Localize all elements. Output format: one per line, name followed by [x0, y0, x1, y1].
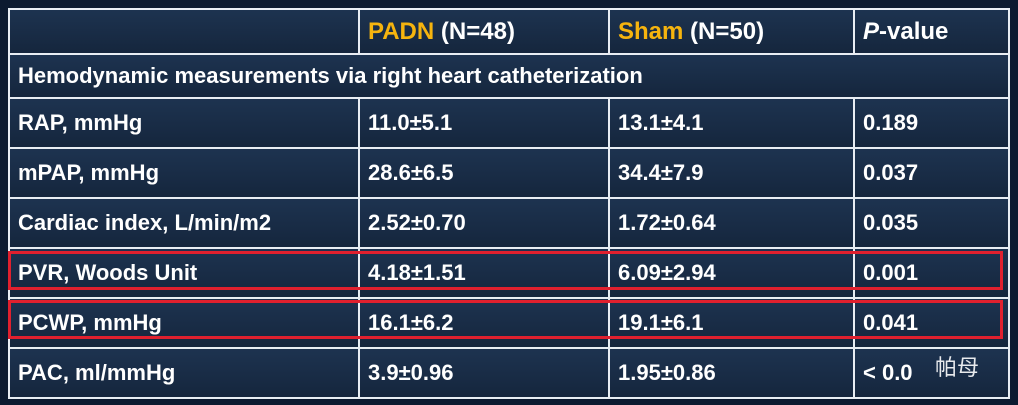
highlight-box — [8, 300, 1003, 339]
table-row: Cardiac index, L/min/m2 2.52±0.70 1.72±0.6… — [8, 197, 1010, 249]
cell: 16.1±6.2 — [358, 297, 610, 349]
cell: 1.72±0.64 — [608, 197, 855, 249]
p-rest: -value — [879, 17, 949, 45]
section-row: Hemodynamic measurements via right heart… — [8, 53, 1010, 99]
cell: 28.6±6.5 — [358, 147, 610, 199]
section-cell: Hemodynamic measurements via right heart… — [8, 53, 1010, 99]
cell: 13.1±4.1 — [608, 97, 855, 149]
group-name: PADN — [368, 17, 435, 45]
data-table: PADN (N=48) Sham (N=50) P-value Hemodyna… — [8, 8, 1010, 399]
table-row: mPAP, mmHg 28.6±6.5 34.4±7.9 0.037 — [8, 147, 1010, 199]
header-cell: Sham (N=50) — [608, 8, 855, 55]
table-row: RAP, mmHg 11.0±5.1 13.1±4.1 0.189 — [8, 97, 1010, 149]
table-row: PCWP, mmHg 16.1±6.2 19.1±6.1 0.041 — [8, 297, 1010, 349]
cell: 2.52±0.70 — [358, 197, 610, 249]
cell: 0.041 — [853, 297, 1010, 349]
cell: 1.95±0.86 — [608, 347, 855, 399]
cell: 3.9±0.96 — [358, 347, 610, 399]
row-label: Cardiac index, L/min/m2 — [8, 197, 360, 249]
cell: 0.189 — [853, 97, 1010, 149]
header-cell: PADN (N=48) — [358, 8, 610, 55]
highlight-box — [8, 251, 1003, 290]
p-italic: P — [863, 17, 880, 45]
cell: 34.4±7.9 — [608, 147, 855, 199]
cell: 19.1±6.1 — [608, 297, 855, 349]
header-row: PADN (N=48) Sham (N=50) P-value — [8, 8, 1010, 55]
group-name: Sham — [618, 17, 684, 45]
cell: 11.0±5.1 — [358, 97, 610, 149]
cell: 0.037 — [853, 147, 1010, 199]
group-n: (N=50) — [690, 17, 765, 45]
watermark: 帕母 — [935, 355, 980, 380]
row-label: PAC, ml/mmHg — [8, 347, 360, 399]
row-label: PCWP, mmHg — [8, 297, 360, 349]
row-label: PVR, Woods Unit — [8, 247, 360, 299]
cell: < 0.0 — [853, 347, 1010, 399]
table-row: PAC, ml/mmHg 3.9±0.96 1.95±0.86 < 0.0 — [8, 347, 1010, 399]
group-n: (N=48) — [440, 17, 515, 45]
row-label: mPAP, mmHg — [8, 147, 360, 199]
cell: 0.001 — [853, 247, 1010, 299]
row-label: RAP, mmHg — [8, 97, 360, 149]
empty-cell — [8, 8, 360, 55]
cell: 0.035 — [853, 197, 1010, 249]
header-cell: P-value — [853, 8, 1010, 55]
